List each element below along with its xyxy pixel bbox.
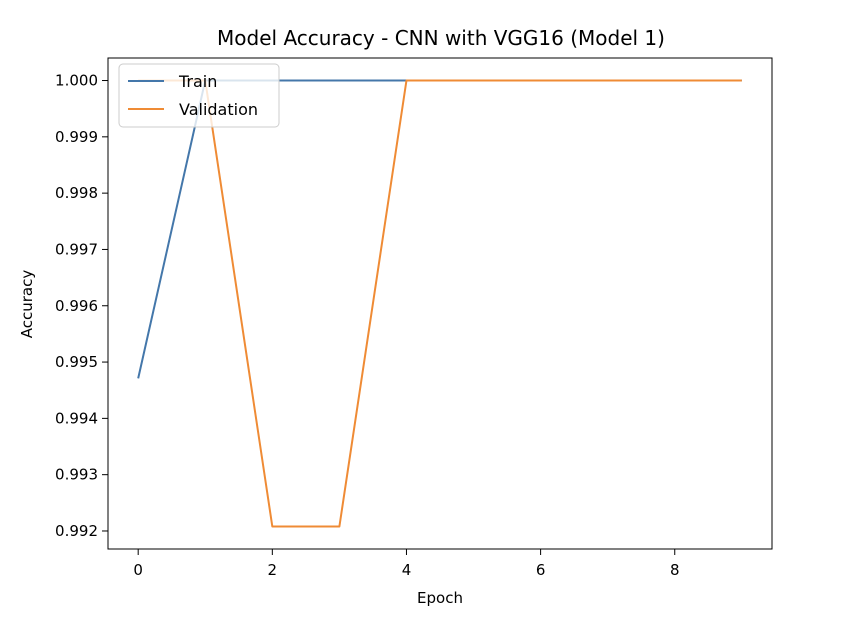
data-point-validation [539, 79, 541, 81]
data-point-validation [338, 525, 340, 527]
y-tick-label: 0.994 [55, 409, 98, 427]
data-point-train [137, 377, 139, 379]
y-tick-label: 1.000 [55, 72, 98, 90]
data-point-validation [405, 79, 407, 81]
data-point-validation [741, 79, 743, 81]
y-tick-label: 0.996 [55, 297, 98, 315]
y-axis: 0.992 0.993 0.994 0.995 0.996 0.997 0.998 0.999… [55, 72, 108, 540]
series-line-validation [138, 79, 742, 528]
x-tick-label: 2 [268, 561, 278, 579]
plot-frame [107, 57, 773, 550]
y-tick-label: 0.999 [55, 128, 98, 146]
x-axis-label: Epoch [417, 589, 463, 607]
data-point-train [338, 79, 340, 81]
legend-label-train: Train [178, 72, 217, 91]
data-point-validation [271, 525, 273, 527]
legend-label-validation: Validation [179, 100, 258, 119]
legend: Train Validation [118, 63, 280, 128]
x-tick-label: 8 [670, 561, 680, 579]
plot-area [107, 57, 773, 550]
y-tick-label: 0.993 [55, 466, 98, 484]
y-tick-label: 0.995 [55, 353, 98, 371]
data-point-validation [472, 79, 474, 81]
data-point-validation [674, 79, 676, 81]
x-tick-label: 0 [133, 561, 143, 579]
y-tick-label: 0.992 [55, 522, 98, 540]
y-tick-label: 0.998 [55, 184, 98, 202]
x-tick-label: 6 [536, 561, 546, 579]
data-point-validation [606, 79, 608, 81]
y-tick-label: 0.997 [55, 240, 98, 258]
series-layer [137, 79, 743, 528]
x-tick-label: 4 [402, 561, 412, 579]
y-axis-label: Accuracy [18, 270, 36, 339]
legend-box [118, 63, 280, 128]
chart-title: Model Accuracy - CNN with VGG16 (Model 1… [217, 26, 665, 50]
x-axis: 0 2 4 6 8 [133, 549, 680, 579]
